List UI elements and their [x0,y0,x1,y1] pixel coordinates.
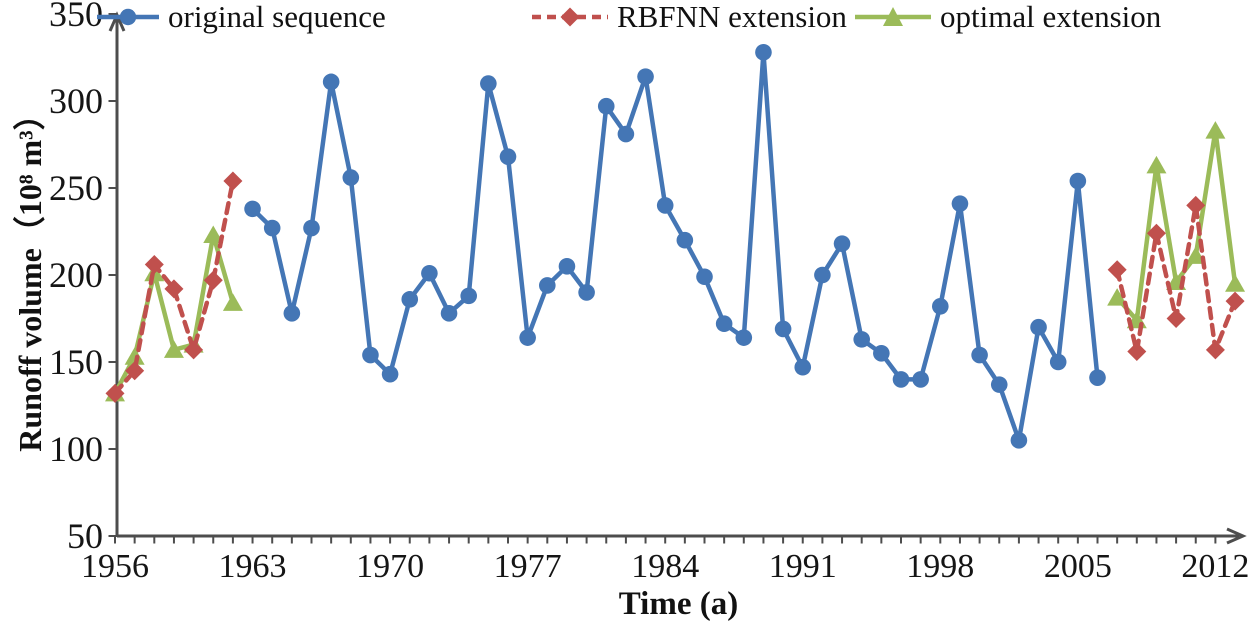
legend-marker-rbfnn-extension-icon [532,7,608,27]
y-tick-label: 300 [49,81,103,121]
legend-label-original-sequence: original sequence [168,0,386,34]
x-tick-label: 2005 [1044,548,1112,585]
x-tick-label: 1998 [906,548,974,585]
legend-label-optimal-extension: optimal extension [940,0,1162,34]
y-tick-label: 100 [49,429,103,469]
x-axis-title: Time (a) [618,586,739,622]
y-tick-label: 150 [49,342,103,382]
x-tick-label: 1963 [219,548,287,585]
x-axis-arrow-icon [1226,527,1247,545]
legend-item-original-sequence: original sequence [95,0,386,34]
x-tick-label: 1956 [81,548,149,585]
legend-marker-original-sequence-icon [97,8,159,26]
legend-label-rbfnn-extension: RBFNN extension [617,0,847,34]
tick-labels: 1956 1963 1970 1977 1984 1991 1998 2005 2012 50 10… [49,0,1249,585]
series-rbfnn-extension [105,171,1245,403]
legend-marker-optimal-extension-icon [855,7,931,26]
y-tick-label: 50 [67,516,103,556]
y-tick-label: 250 [49,168,103,208]
axes [108,11,1247,545]
x-tick-label: 1970 [356,548,424,585]
y-axis-title: Runoff volume（10⁸ m³） [12,98,48,452]
y-tick-label: 200 [49,255,103,295]
x-tick-label: 1984 [631,548,699,585]
y-tick-label: 350 [49,0,103,34]
legend-item-optimal-extension: optimal extension [853,0,1162,34]
x-tick-label: 2012 [1181,548,1249,585]
legend-item-rbfnn-extension: RBFNN extension [530,0,847,34]
series-optimal-extension [105,121,1246,402]
series-original-sequence [244,43,1106,449]
x-tick-label: 1991 [769,548,837,585]
x-tick-label: 1977 [494,548,562,585]
